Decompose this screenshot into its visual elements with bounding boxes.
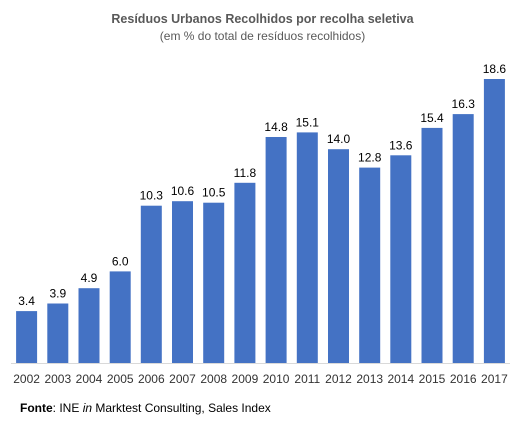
x-tick-label-2015: 2015 <box>419 372 446 386</box>
chart-subtitle: (em % do total de resíduos recolhidos) <box>159 29 366 43</box>
x-tick-label-2005: 2005 <box>107 372 134 386</box>
bar-2015 <box>421 127 443 364</box>
bar-2014 <box>390 155 412 363</box>
x-tick-label-2011: 2011 <box>294 372 320 386</box>
data-label-2013: 12.8 <box>358 151 382 165</box>
data-label-2004: 4.9 <box>81 271 98 285</box>
data-label-2016: 16.3 <box>452 97 476 111</box>
bar-2004 <box>78 288 100 363</box>
x-tick-label-2004: 2004 <box>76 372 103 386</box>
data-label-2008: 10.5 <box>202 186 226 200</box>
source-text-before: : INE <box>52 401 83 415</box>
x-tick-label-2013: 2013 <box>356 372 383 386</box>
data-label-2010: 14.8 <box>264 120 288 134</box>
data-label-2002: 3.4 <box>18 294 35 308</box>
bar-2016 <box>452 114 474 363</box>
bar-2010 <box>265 137 287 363</box>
bar-2005 <box>109 271 131 363</box>
bar-2009 <box>234 182 256 363</box>
x-tick-label-2003: 2003 <box>44 372 71 386</box>
x-tick-label-2002: 2002 <box>13 372 40 386</box>
data-label-2007: 10.6 <box>171 184 195 198</box>
data-label-2012: 14.0 <box>327 132 351 146</box>
bar-2017 <box>483 79 505 363</box>
bar-2007 <box>172 201 193 363</box>
x-tick-label-2008: 2008 <box>200 372 227 386</box>
bar-2003 <box>47 303 69 363</box>
data-label-2015: 15.4 <box>420 111 444 125</box>
source-italic: in <box>82 401 93 415</box>
x-tick-label-2006: 2006 <box>138 372 165 386</box>
x-tick-label-2016: 2016 <box>450 372 477 386</box>
source-note: Fonte: INE in Marktest Consulting, Sales… <box>20 401 271 415</box>
x-tick-label-2010: 2010 <box>263 372 290 386</box>
bar-2012 <box>328 149 349 363</box>
bar-2006 <box>140 205 162 363</box>
bar-2002 <box>16 311 38 363</box>
x-tick-label-2014: 2014 <box>387 372 414 386</box>
data-label-2005: 6.0 <box>112 254 129 268</box>
x-tick-label-2009: 2009 <box>232 372 259 386</box>
source-label: Fonte <box>20 401 53 415</box>
source-text-after: Marktest Consulting, Sales Index <box>92 401 271 415</box>
data-label-2017: 18.6 <box>483 62 507 76</box>
x-tick-label-2007: 2007 <box>169 372 196 386</box>
data-label-2003: 3.9 <box>49 287 66 301</box>
x-tick-label-2017: 2017 <box>481 372 508 386</box>
bar-2011 <box>296 132 318 363</box>
bar-2008 <box>203 202 225 363</box>
chart-title: Resíduos Urbanos Recolhidos por recolha … <box>111 12 414 26</box>
data-label-2011: 15.1 <box>296 115 320 129</box>
data-label-2006: 10.3 <box>140 189 164 203</box>
bar-2013 <box>359 167 381 363</box>
data-label-2009: 11.8 <box>234 166 257 180</box>
x-tick-label-2012: 2012 <box>325 372 352 386</box>
data-label-2014: 13.6 <box>389 138 413 152</box>
